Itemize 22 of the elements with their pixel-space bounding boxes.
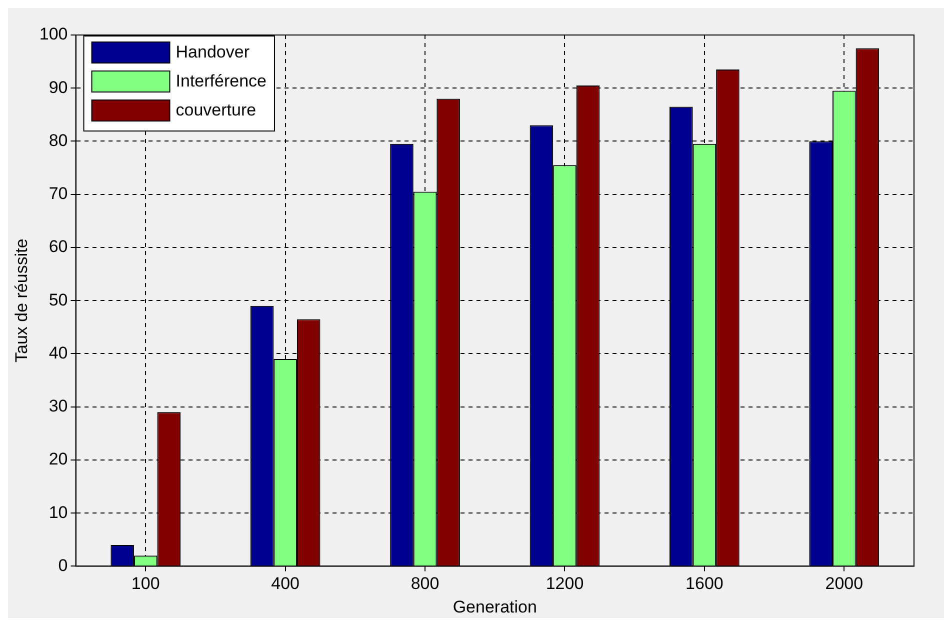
- legend-label: Handover: [176, 42, 250, 62]
- y-tick-label: 90: [48, 78, 68, 97]
- x-tick-label: 1200: [546, 574, 584, 594]
- x-tick-label: 1600: [686, 574, 724, 594]
- y-axis-title: Taux de réussite: [12, 238, 31, 362]
- x-axis-title: Generation: [452, 597, 537, 616]
- x-tick-label: 2000: [825, 574, 864, 594]
- y-tick-label: 60: [48, 237, 68, 256]
- y-tick-label: 30: [48, 396, 68, 416]
- x-tick-label: 800: [410, 574, 440, 594]
- x-tick-label: 400: [271, 574, 300, 594]
- y-tick-label: 0: [58, 556, 68, 575]
- legend-label: Interférence: [176, 72, 266, 91]
- y-tick-label: 80: [48, 130, 68, 150]
- y-tick-label: 50: [48, 290, 68, 310]
- y-tick-label: 10: [48, 502, 68, 522]
- y-tick-label: 100: [39, 24, 68, 44]
- y-tick-label: 40: [48, 343, 68, 362]
- y-tick-label: 20: [48, 450, 68, 469]
- x-tick-label: 100: [131, 574, 160, 594]
- y-tick-label: 70: [48, 184, 68, 204]
- legend-label: couverture: [176, 100, 256, 120]
